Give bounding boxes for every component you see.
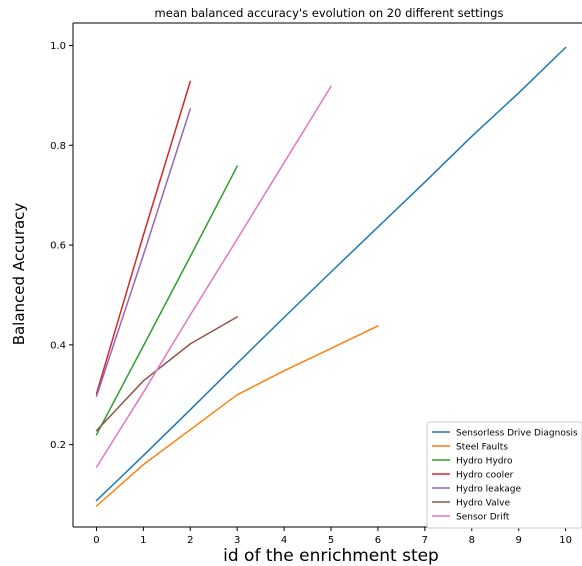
x-tick-label-10: 10 <box>559 535 572 546</box>
legend-label-2: Steel Faults <box>456 443 508 453</box>
x-tick-label-0: 0 <box>93 535 99 546</box>
x-tick-label-2: 2 <box>187 535 193 546</box>
legend-label-7: Sensor Drift <box>456 513 510 523</box>
y-tick-label-3: 0.8 <box>50 141 66 152</box>
legend-label-3: Hydro Hydro <box>456 457 513 467</box>
legend-box <box>426 421 582 529</box>
chart-title: mean balanced accuracy's evolution on 20… <box>155 6 504 20</box>
x-tick-label-9: 9 <box>515 535 521 546</box>
legend: Sensorless Drive Diagnosis Steel Faults Hy… <box>426 421 582 529</box>
legend-label-5: Hydro leakage <box>456 485 522 495</box>
x-tick-label-8: 8 <box>469 535 475 546</box>
series-line-1 <box>95 46 567 502</box>
x-tick-label-7: 7 <box>422 535 428 546</box>
series-line-6 <box>95 316 238 432</box>
x-tick-label-1: 1 <box>140 535 146 546</box>
x-tick-label-3: 3 <box>234 535 240 546</box>
y-tick-label-2: 0.6 <box>50 241 66 252</box>
x-axis-label: id of the enrichment step <box>223 546 439 566</box>
y-tick-label-1: 0.4 <box>50 340 66 351</box>
legend-label-6: Hydro Valve <box>456 499 510 509</box>
series-line-3 <box>95 165 238 436</box>
y-axis-label: Balanced Accuracy <box>10 203 28 346</box>
legend-label-4: Hydro cooler <box>456 471 514 481</box>
series-line-2 <box>95 325 379 507</box>
y-tick-label-0: 0.2 <box>50 440 66 451</box>
legend-label-1: Sensorless Drive Diagnosis <box>456 429 578 439</box>
series-line-7 <box>95 85 332 468</box>
plot-area: 0 1 2 3 4 5 6 7 8 9 10 0.2 0.4 0.6 0.8 1.0 <box>50 22 582 546</box>
series-line-5 <box>95 108 192 398</box>
y-tick-label-4: 1.0 <box>50 41 66 52</box>
series-line-4 <box>95 80 192 395</box>
x-tick-label-4: 4 <box>281 535 287 546</box>
x-tick-label-5: 5 <box>328 535 334 546</box>
x-tick-label-6: 6 <box>375 535 381 546</box>
